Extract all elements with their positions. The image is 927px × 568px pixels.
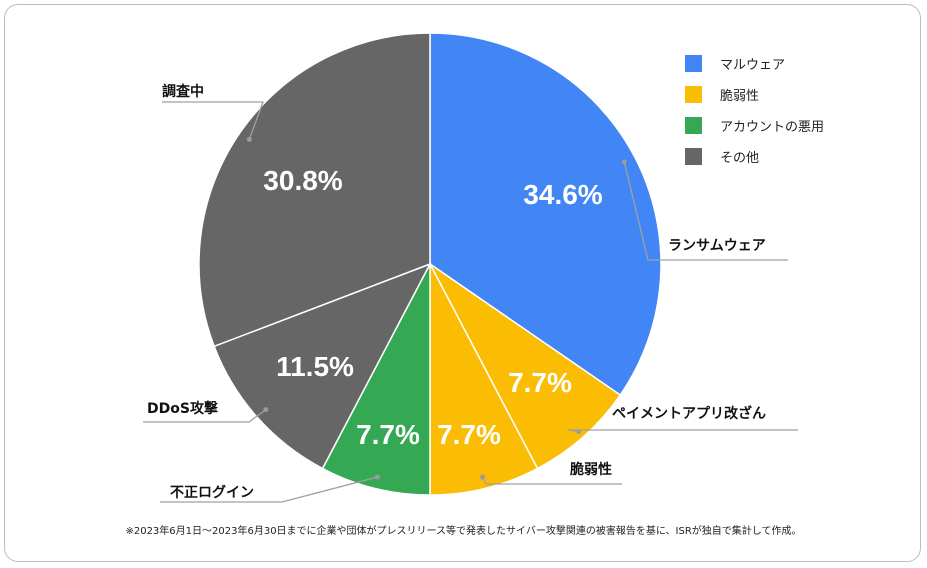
- legend-item-other: その他: [685, 141, 824, 172]
- leader-line: [623, 161, 788, 261]
- leader-line: [143, 409, 267, 423]
- legend-swatch-other: [685, 148, 702, 165]
- legend-label-other: その他: [720, 151, 760, 166]
- legend-label-malware: マルウェア: [720, 58, 786, 73]
- legend-label-account-abuse: アカウントの悪用: [720, 120, 825, 135]
- leader-line: [160, 476, 378, 503]
- slice-category-label: 脆弱性: [569, 461, 612, 478]
- slice-percent-label: 7.7%: [508, 367, 572, 398]
- pie-labels: 34.6% ランサムウェア 7.7% ペイメントアプリ改ざん 7.7% 脆弱性 7.7% 不正…: [147, 83, 766, 501]
- slice-category-label: DDoS攻撃: [147, 400, 218, 417]
- legend-item-account-abuse: アカウントの悪用: [685, 110, 824, 141]
- leader-line: [567, 429, 798, 433]
- footnote: ※2023年6月1日～2023年6月30日までに企業や団体がプレスリリース等で発…: [125, 526, 802, 537]
- slice-category-label: ペイメントアプリ改ざん: [612, 405, 766, 422]
- pie-slice: [429, 32, 662, 397]
- leader-lines: [143, 101, 798, 503]
- legend-label-vulnerability: 脆弱性: [720, 89, 760, 104]
- pie-slice: [429, 263, 622, 470]
- pie-slice: [198, 32, 431, 348]
- pie-slice: [321, 263, 431, 496]
- slice-percent-label: 7.7%: [437, 419, 501, 450]
- leader-line: [162, 101, 264, 140]
- legend-item-malware: マルウェア: [685, 48, 824, 79]
- leader-line: [481, 476, 622, 485]
- legend-swatch-malware: [685, 55, 702, 72]
- slice-percent-label: 7.7%: [356, 419, 420, 450]
- pie-slice: [213, 262, 432, 470]
- legend-swatch-vulnerability: [685, 86, 702, 103]
- legend-item-vulnerability: 脆弱性: [685, 79, 824, 110]
- pie-slices: [198, 32, 662, 496]
- pie-slice: [429, 263, 539, 496]
- slice-percent-label: 30.8%: [263, 165, 342, 196]
- slice-percent-label: 11.5%: [276, 351, 354, 382]
- slice-category-label: 不正ログイン: [170, 484, 254, 501]
- legend-swatch-account-abuse: [685, 117, 702, 134]
- slice-percent-label: 34.6%: [523, 179, 602, 210]
- slice-category-label: 調査中: [162, 83, 204, 100]
- legend: マルウェア 脆弱性 アカウントの悪用 その他: [685, 48, 824, 172]
- slice-category-label: ランサムウェア: [668, 238, 766, 254]
